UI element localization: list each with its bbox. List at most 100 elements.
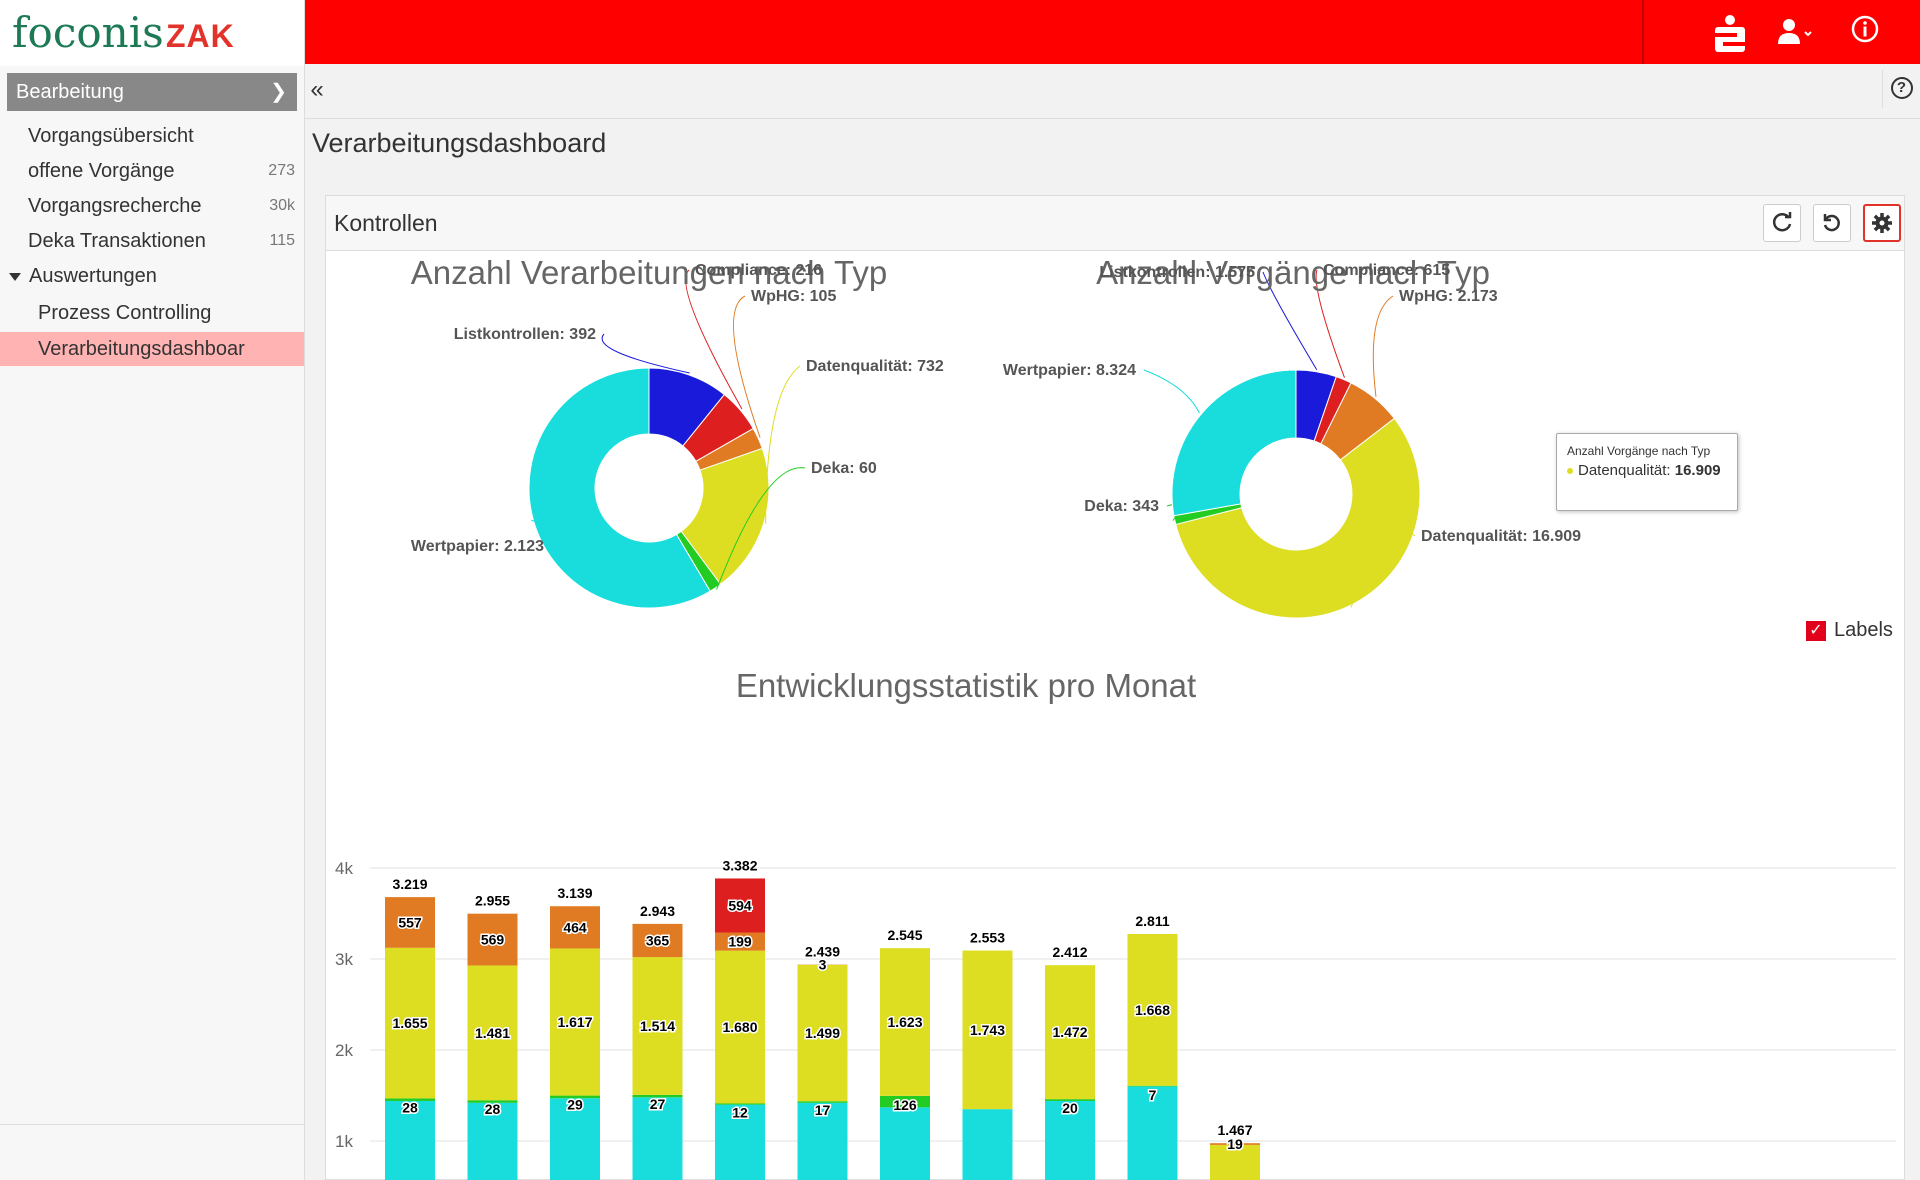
chevron-down-icon: ❯ — [270, 81, 287, 103]
sidebar-section-bearbeitung[interactable]: Bearbeitung ❯ — [7, 73, 297, 111]
bar-segment-compliance — [715, 878, 765, 933]
bar-segment-label: 1.472 — [1052, 1024, 1087, 1040]
bar-segment-label: 1.680 — [722, 1019, 757, 1035]
info-icon[interactable] — [1845, 14, 1885, 53]
bar-segment-label: 29 — [567, 1097, 583, 1113]
sidebar-item-offene-vorgaenge[interactable]: offene Vorgänge 273 — [0, 154, 304, 188]
tooltip-series-dot — [1567, 468, 1573, 475]
bar-segment-wphg — [550, 906, 600, 949]
top-bar — [305, 0, 1920, 64]
sidebar-item-label: Vorgangsrecherche — [28, 195, 202, 217]
bar-total-label: 2.439 — [805, 944, 840, 960]
bar-total-label: 2.412 — [1052, 944, 1087, 960]
user-icon[interactable] — [1775, 14, 1815, 59]
bar-segment-wphg — [1210, 1143, 1260, 1145]
pie-connector — [1262, 271, 1318, 370]
bar-segment-wertpapier — [1045, 1100, 1095, 1180]
pie-label: Compliance: 615 — [1323, 262, 1450, 279]
help-icon: ? — [1890, 77, 1913, 99]
panel-header: Kontrollen — [326, 196, 1904, 251]
collapse-sidebar-icon[interactable]: « — [310, 76, 324, 103]
sparkasse-logo-icon[interactable] — [1710, 14, 1750, 63]
settings-button[interactable] — [1863, 204, 1901, 242]
tooltip-series-label: Datenqualität: — [1578, 462, 1671, 479]
sidebar-item-vorgangsrecherche[interactable]: Vorgangsrecherche 30k — [0, 189, 304, 223]
page-title: Verarbeitungsdashboard — [312, 128, 607, 158]
pie-connector — [685, 269, 743, 410]
pie-label: Deka: 60 — [811, 460, 877, 477]
labels-toggle[interactable]: ✓ Labels — [1806, 619, 1893, 645]
gear-icon — [1872, 213, 1892, 233]
pie-connector — [1143, 369, 1200, 414]
bar-segment-deka — [467, 1100, 518, 1103]
bar-segment-label: 365 — [646, 932, 670, 948]
pie-label: Datenqualität: 732 — [806, 358, 944, 375]
app-logo[interactable]: foconis ZAK — [0, 0, 304, 66]
logo-foconis: foconis — [12, 8, 164, 57]
bar-segment-datenqualität — [1127, 933, 1178, 1086]
bar-total-label: 3.382 — [722, 857, 757, 873]
bar-total-label: 3.139 — [557, 885, 592, 901]
bar-segment-label: 464 — [563, 919, 587, 935]
refresh-icon — [1772, 212, 1792, 232]
pie-connector — [1372, 295, 1394, 397]
bar-segment-wphg — [715, 932, 765, 951]
pie-connector — [765, 365, 801, 524]
pie-label: WpHG: 105 — [751, 288, 836, 305]
bar-segment-wertpapier — [385, 1100, 435, 1180]
bar-segment-datenqualität — [1045, 965, 1095, 1100]
bar-segment-label: 7 — [1149, 1087, 1157, 1103]
bar-segment-wertpapier — [632, 1097, 683, 1180]
pie-label: Deka: 343 — [1084, 498, 1159, 515]
sidebar-item-auswertungen[interactable]: Auswertungen — [0, 259, 304, 293]
bar-segment-label: 20 — [1062, 1100, 1078, 1116]
bar-segment-datenqualität — [797, 964, 848, 1102]
help-button[interactable]: ? — [1882, 70, 1920, 108]
y-tick-label: 2k — [335, 1041, 353, 1060]
refresh-button[interactable] — [1763, 204, 1801, 242]
divider — [1642, 0, 1644, 64]
sidebar-item-label: Vorgangsübersicht — [28, 125, 194, 147]
bar-segment-wertpapier — [962, 1109, 1013, 1180]
bar-segment-deka — [1045, 1099, 1095, 1101]
sidebar-item-label: Verarbeitungsdashboar — [38, 338, 245, 360]
sidebar-item-count: 273 — [268, 162, 295, 179]
bar-segment-wphg — [467, 913, 518, 966]
sidebar-item-count: 30k — [269, 197, 295, 214]
chart-title: Entwicklungsstatistik pro Monat — [736, 667, 1196, 704]
sidebar-item-verarbeitungsdashboard[interactable]: Verarbeitungsdashboar — [0, 332, 304, 366]
bar-segment-label: 1.514 — [640, 1018, 675, 1034]
bar-segment-label: 594 — [728, 897, 752, 913]
pie-slice-wertpapier — [1171, 369, 1297, 517]
bar-segment-datenqualität — [550, 948, 600, 1096]
bar-segment-label: 3 — [819, 957, 827, 973]
pie-slice-datenqualität — [680, 447, 770, 586]
bar-segment-label: 27 — [650, 1096, 666, 1112]
bar-segment-wertpapier — [1127, 1086, 1178, 1180]
pie-label: Compliance: 216 — [695, 262, 822, 279]
reset-button[interactable] — [1813, 204, 1851, 242]
pie-connector — [732, 295, 761, 438]
bar-segment-label: 1.617 — [557, 1014, 592, 1030]
sidebar-section-label: Bearbeitung — [16, 81, 124, 103]
bar-segment-label: 569 — [481, 932, 505, 948]
reset-icon — [1823, 214, 1840, 232]
bar-segment-deka — [385, 1098, 435, 1101]
tooltip-value: 16.909 — [1674, 462, 1721, 479]
sidebar-item-prozess-controlling[interactable]: Prozess Controlling — [0, 296, 304, 330]
pie-connector — [531, 519, 561, 547]
bar-segment-label: 28 — [485, 1101, 501, 1117]
sidebar-item-label: Deka Transaktionen — [28, 230, 206, 252]
bar-total-label: 2.545 — [887, 927, 922, 943]
bar-segment-wphg — [385, 897, 435, 948]
checkbox-checked-icon[interactable]: ✓ — [1806, 620, 1826, 641]
sidebar-item-count: 115 — [269, 232, 295, 249]
sidebar-item-vorgangsuebersicht[interactable]: Vorgangsübersicht — [0, 119, 304, 153]
pie-connector — [716, 467, 806, 590]
pie-label: WpHG: 2.173 — [1399, 288, 1498, 305]
bar-segment-datenqualität — [385, 947, 435, 1099]
sidebar-item-deka-transaktionen[interactable]: Deka Transaktionen 115 — [0, 224, 304, 258]
bar-segment-wertpapier — [880, 1107, 930, 1180]
caret-down-icon — [9, 272, 21, 281]
sidebar-item-label: offene Vorgänge — [28, 160, 175, 182]
